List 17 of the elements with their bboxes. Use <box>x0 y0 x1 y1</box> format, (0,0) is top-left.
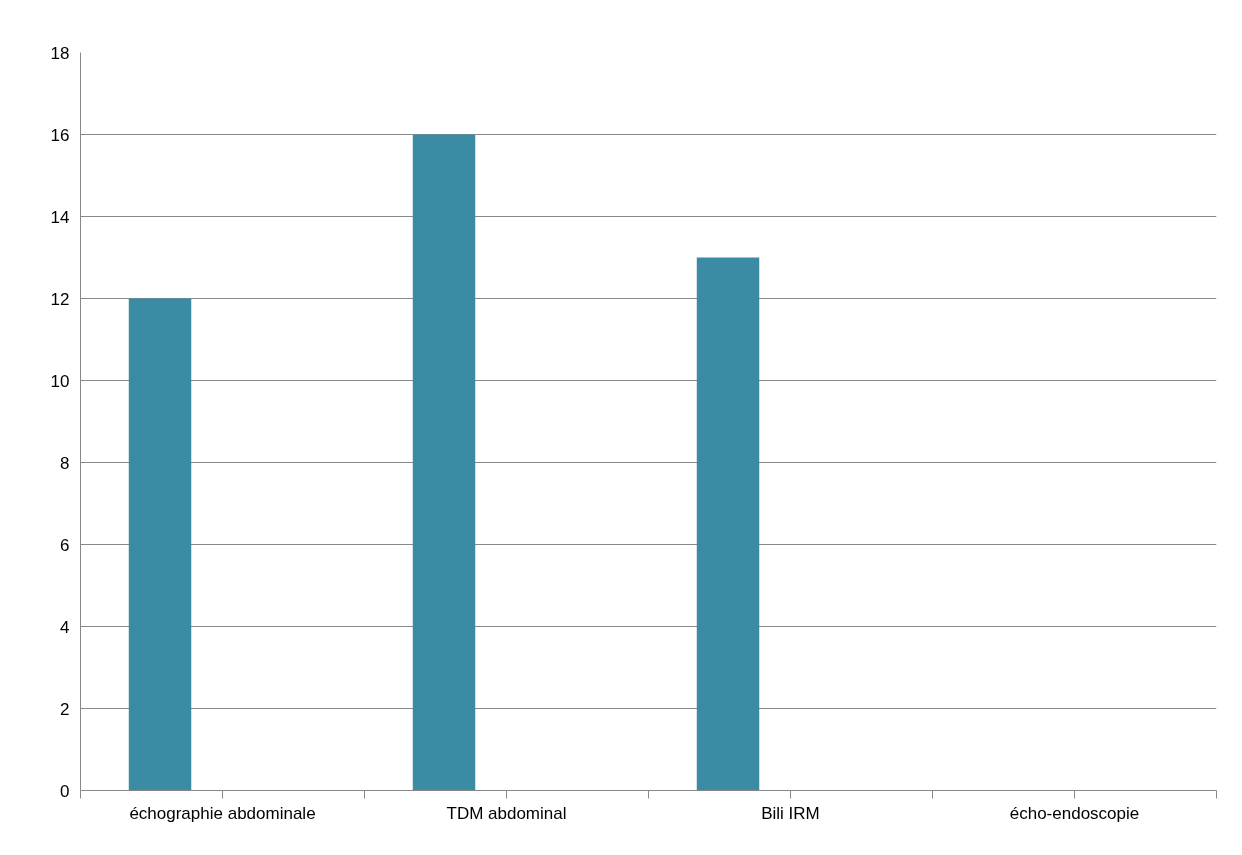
y-tick-label: 14 <box>50 207 70 227</box>
x-tick-label: échographie abdominale <box>129 803 316 823</box>
y-tick-label: 0 <box>60 781 70 801</box>
x-tick-label: Bili IRM <box>761 803 820 823</box>
y-tick-label: 2 <box>60 699 70 719</box>
y-tick-label: 10 <box>50 371 70 391</box>
x-tick-label: écho-endoscopie <box>1009 803 1140 823</box>
y-tick-label: 4 <box>60 617 70 637</box>
y-tick-label: 16 <box>50 125 70 145</box>
y-tick-label: 8 <box>60 453 70 473</box>
y-tick-label: 18 <box>50 43 70 63</box>
bar <box>412 134 476 791</box>
y-tick-label: 6 <box>60 535 70 555</box>
bar <box>128 298 192 791</box>
y-tick-label: 12 <box>50 289 70 309</box>
bar <box>696 257 760 791</box>
x-tick-label: TDM abdominal <box>446 803 567 823</box>
